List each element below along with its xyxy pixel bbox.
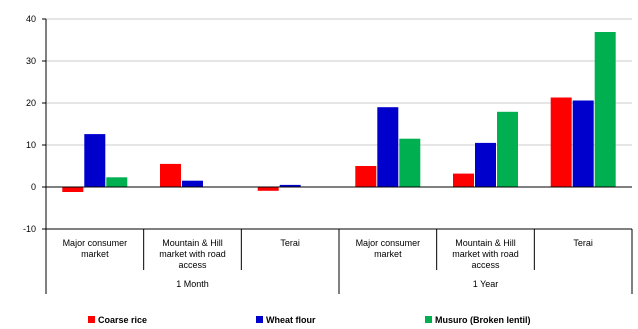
y-tick-label: 40 [26,14,36,24]
bar [355,166,377,187]
bar [257,187,279,191]
bar [106,177,128,187]
legend-swatch [256,316,263,323]
legend-swatch [425,316,432,323]
category-label: market [81,249,109,259]
bars [62,32,616,192]
bar [160,163,181,187]
bar [594,32,616,187]
bar [279,184,301,187]
gridlines [46,18,632,230]
bar [497,111,518,187]
bar [62,187,84,192]
y-tick-label: 30 [26,56,36,66]
y-tick-label: 10 [26,140,36,150]
category-label: Terai [573,238,593,248]
category-label: Mountain & Hill [455,238,516,248]
category-label: market with road [452,249,519,259]
bar [399,138,421,187]
category-label: Major consumer [356,238,421,248]
category-label: access [471,260,500,270]
category-label: access [178,260,207,270]
bar [182,180,203,187]
legend: Coarse rice Wheat flour Musuro (Broken len… [88,315,531,325]
axes [42,18,633,294]
legend-label: Coarse rice [98,315,147,325]
bar [453,173,474,187]
category-label: market with road [159,249,226,259]
group-label: 1 Month [176,279,209,289]
y-tick-label: 20 [26,98,36,108]
category-label: Terai [280,238,300,248]
bar [550,97,572,187]
category-label: Major consumer [63,238,128,248]
category-label: Mountain & Hill [162,238,223,248]
bar [84,134,106,187]
bar [475,142,496,187]
y-tick-label: 0 [31,182,36,192]
legend-swatch [88,316,95,323]
y-tick-label: -10 [23,224,36,234]
category-label: market [374,249,402,259]
bar [572,100,594,187]
group-label: 1 Year [473,279,499,289]
group-labels: 1 Month 1 Year [176,279,498,289]
bar [377,107,399,187]
legend-label: Musuro (Broken lentil) [435,315,531,325]
y-tick-labels: -10 0 10 20 30 40 [23,14,36,234]
legend-label: Wheat flour [266,315,316,325]
